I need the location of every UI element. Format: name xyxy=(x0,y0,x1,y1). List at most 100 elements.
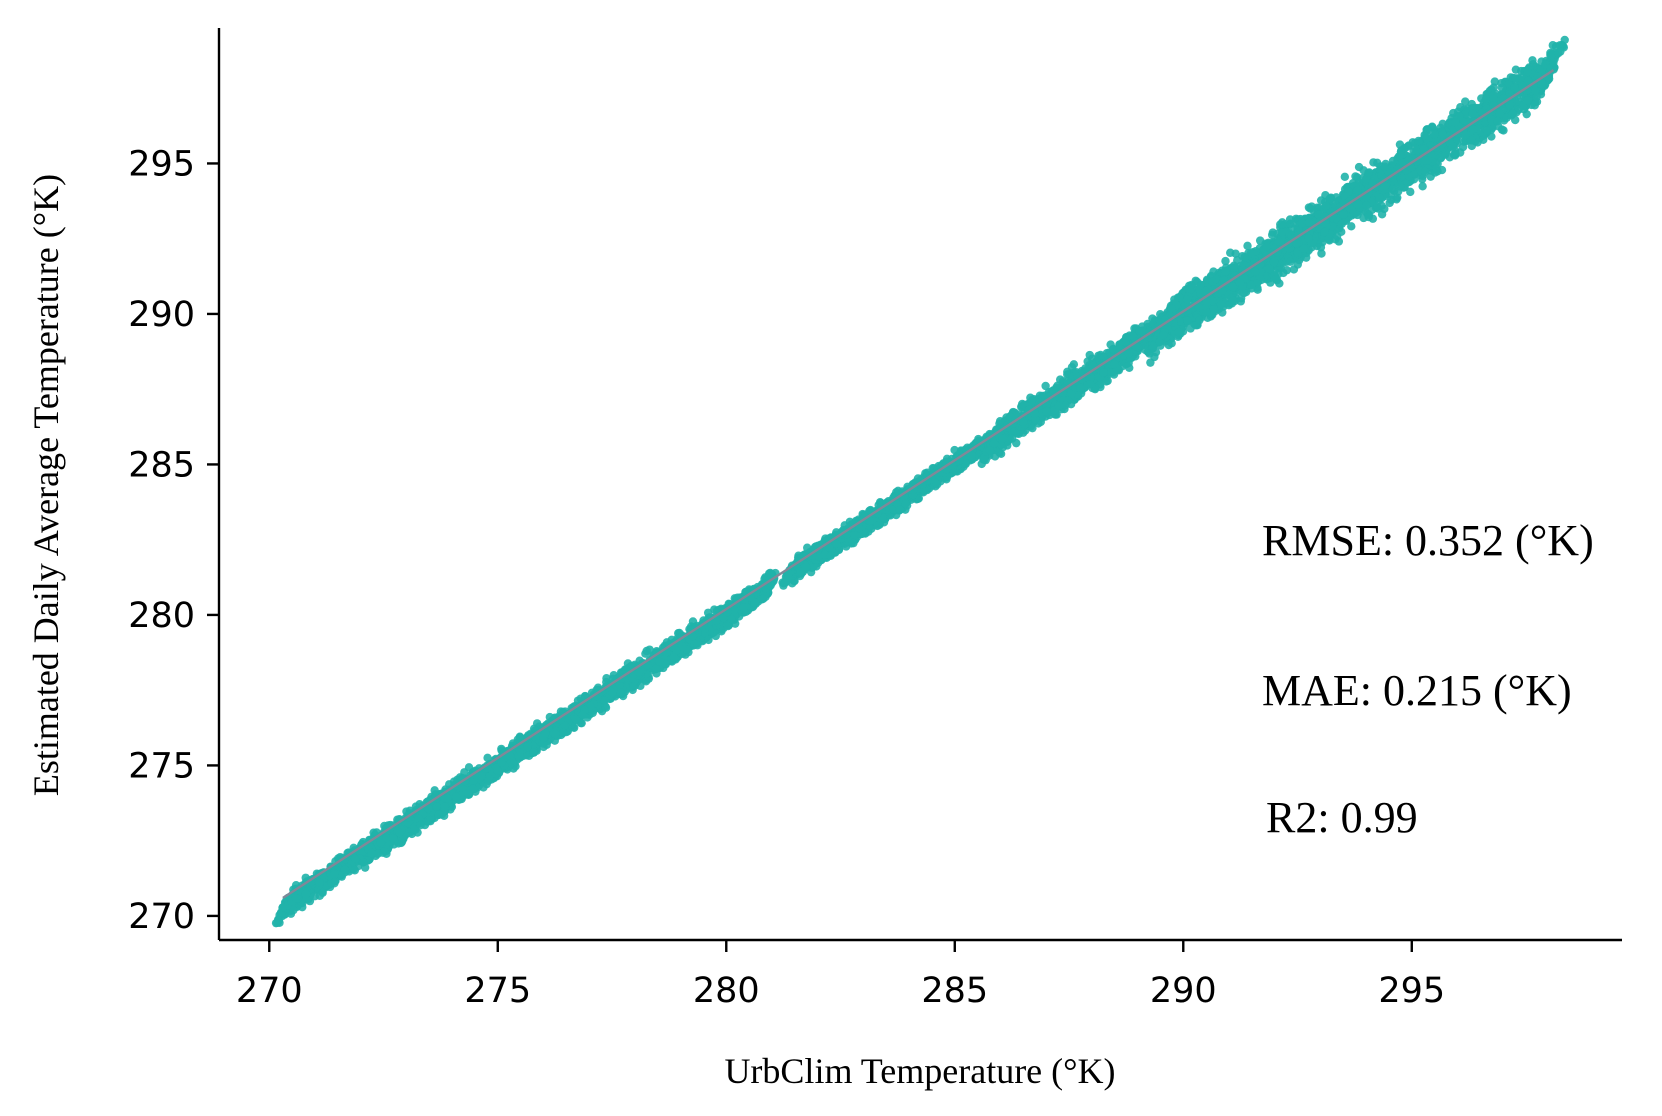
scatter-point xyxy=(608,688,617,698)
scatter-point xyxy=(712,616,721,625)
scatter-point xyxy=(576,694,585,703)
scatter-point xyxy=(727,614,736,624)
scatter-point xyxy=(483,753,492,763)
scatter-point xyxy=(1124,349,1133,359)
scatter-point xyxy=(1099,368,1108,377)
scatter-point xyxy=(388,834,398,843)
scatter-point xyxy=(414,814,423,823)
scatter-point xyxy=(376,838,385,847)
scatter-point xyxy=(950,445,959,455)
scatter-point xyxy=(1019,417,1028,427)
scatter-point xyxy=(759,594,768,604)
scatter-point xyxy=(1018,399,1027,409)
scatter-point xyxy=(985,446,995,455)
scatter-point xyxy=(750,598,760,608)
scatter-point xyxy=(586,701,595,711)
scatter-point xyxy=(329,870,339,880)
scatter-point xyxy=(600,696,609,705)
scatter-point xyxy=(529,748,538,757)
scatter-point xyxy=(739,602,749,612)
scatter-point xyxy=(849,531,859,540)
scatter-point xyxy=(895,505,905,514)
scatter-point xyxy=(515,732,525,741)
scatter-point xyxy=(703,608,713,617)
scatter-point xyxy=(1085,380,1095,389)
scatter-point xyxy=(1081,364,1090,373)
scatter-point xyxy=(452,792,461,802)
scatter-point xyxy=(1122,332,1131,342)
scatter-point xyxy=(601,703,611,712)
scatter-point xyxy=(432,802,442,811)
scatter-point xyxy=(359,858,368,867)
scatter-point xyxy=(1069,360,1079,369)
scatter-point xyxy=(382,833,391,843)
scatter-point xyxy=(497,758,506,767)
scatter-point xyxy=(464,789,473,798)
scatter-point xyxy=(1076,383,1085,392)
scatter-point xyxy=(655,657,664,666)
scatter-point xyxy=(1085,350,1094,360)
scatter-point xyxy=(578,710,588,719)
scatter-point xyxy=(318,888,327,898)
scatter-point xyxy=(765,568,775,578)
scatter-point xyxy=(351,854,360,864)
scatter-point xyxy=(477,771,486,781)
scatter-point xyxy=(642,646,651,656)
scatter-point xyxy=(688,631,697,641)
scatter-point xyxy=(669,653,678,662)
scatter-point xyxy=(315,878,324,887)
scatter-point xyxy=(310,892,319,901)
scatter-point xyxy=(652,664,661,673)
scatter-point xyxy=(873,521,882,531)
scatter-point xyxy=(693,641,702,650)
scatter-point xyxy=(340,865,350,874)
scatter-point xyxy=(289,905,298,915)
scatter-point xyxy=(271,918,281,928)
scatter-point xyxy=(551,730,560,739)
scatter-point xyxy=(710,605,719,614)
scatter-point xyxy=(826,551,835,561)
scatter-point xyxy=(989,439,999,448)
scatter-point xyxy=(796,567,805,576)
scatter-point xyxy=(1008,434,1017,443)
scatter-point xyxy=(484,776,493,786)
scatter-point xyxy=(571,715,581,724)
scatter-point xyxy=(291,894,301,903)
scatter-point xyxy=(443,793,452,803)
scatter-point xyxy=(1042,406,1051,416)
scatter-point xyxy=(505,751,515,761)
scatter-point xyxy=(998,434,1008,443)
scatter-point xyxy=(802,562,811,572)
scatter-point xyxy=(1054,401,1064,410)
scatter-point xyxy=(440,802,450,811)
scatter-point xyxy=(416,821,425,830)
scatter-point xyxy=(424,804,433,813)
scatter-point xyxy=(678,642,687,651)
scatter-point xyxy=(729,605,739,615)
scatter-point xyxy=(849,538,858,548)
scatter-point xyxy=(515,753,525,762)
scatter-point xyxy=(704,635,713,645)
scatter-points xyxy=(271,35,1569,928)
scatter-point xyxy=(493,766,502,775)
scatter-point xyxy=(616,688,625,697)
scatter-point xyxy=(434,810,443,820)
scatter-point xyxy=(766,581,775,590)
scatter-point xyxy=(688,617,698,626)
scatter-point xyxy=(373,849,382,859)
scatter-point xyxy=(559,728,568,738)
scatter-point xyxy=(367,848,376,858)
scatter-point xyxy=(395,828,404,838)
scatter-point xyxy=(301,889,311,899)
scatter-point xyxy=(700,628,710,638)
scatter-point xyxy=(634,668,644,677)
scatter-point xyxy=(901,499,910,508)
scatter-point xyxy=(540,729,550,738)
scatter-point xyxy=(278,903,288,912)
scatter-point xyxy=(1137,327,1147,336)
scatter-point xyxy=(523,742,532,751)
scatter-point xyxy=(615,680,624,690)
scatter-point xyxy=(723,621,733,631)
scatter-point xyxy=(602,674,611,683)
